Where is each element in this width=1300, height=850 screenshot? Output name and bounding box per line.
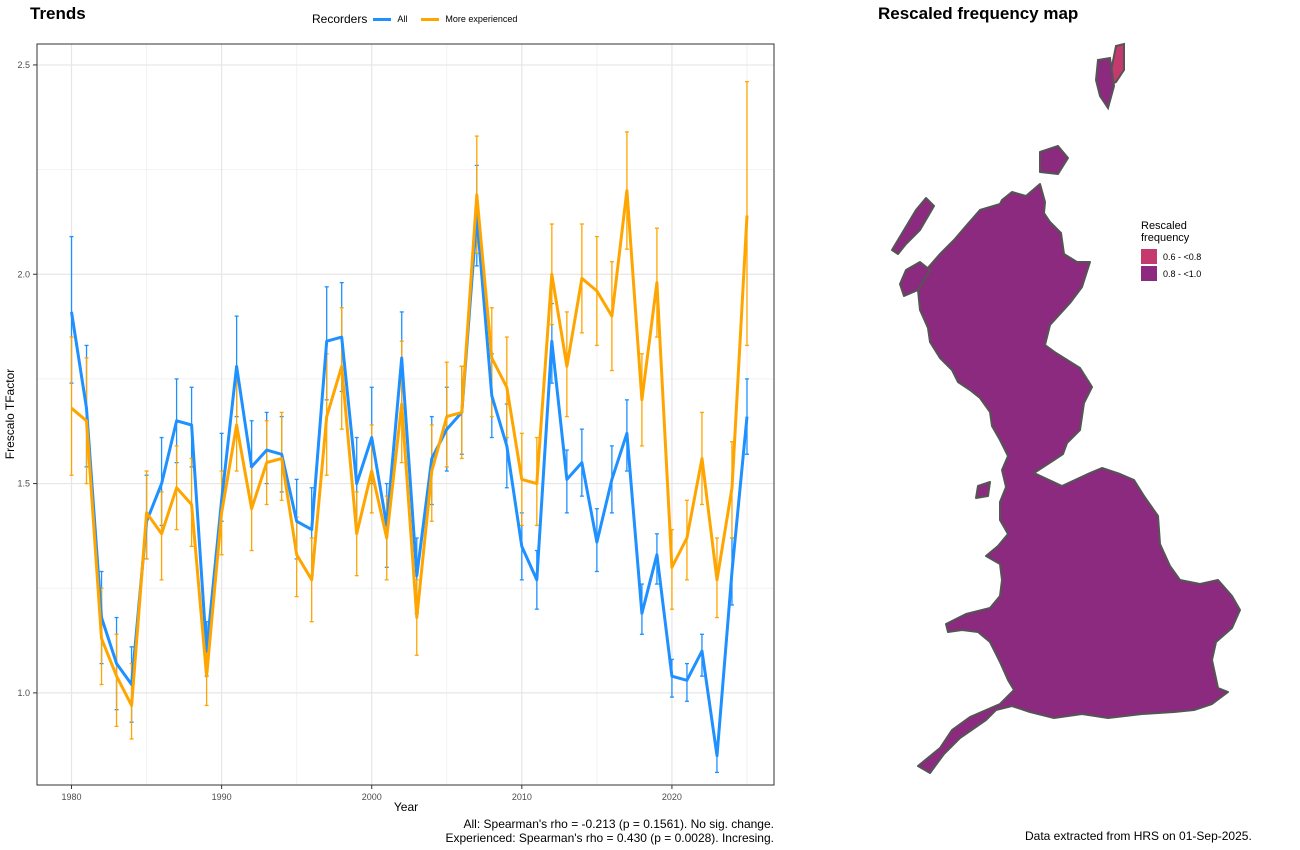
map-legend-swatch bbox=[1141, 266, 1157, 281]
shetland-south bbox=[1094, 56, 1116, 111]
series-line-experienced bbox=[70, 189, 749, 707]
outer-hebrides bbox=[891, 197, 935, 255]
skye bbox=[899, 261, 931, 297]
x-axis-label: Year bbox=[394, 800, 418, 814]
stats-line-all: All: Spearman's rho = -0.213 (p = 0.1561… bbox=[463, 817, 774, 831]
map-legend-swatch bbox=[1141, 249, 1157, 264]
gb-mainland bbox=[917, 183, 1241, 774]
map-title: Rescaled frequency map bbox=[878, 4, 1079, 23]
x-tick-label: 2020 bbox=[662, 792, 682, 802]
series-lines bbox=[70, 189, 749, 758]
legend-title: Recorders bbox=[312, 12, 368, 26]
map-legend: Rescaled frequency 0.6 - <0.8 0.8 - <1.0 bbox=[1141, 220, 1201, 282]
stats-line-experienced: Experienced: Spearman's rho = 0.430 (p =… bbox=[445, 831, 775, 845]
y-axis-label: Frescalo TFactor bbox=[3, 369, 17, 459]
x-tick-label: 1980 bbox=[62, 792, 82, 802]
y-tick-label: 1.0 bbox=[17, 688, 30, 698]
error-bars bbox=[69, 81, 749, 774]
chart-legend: Recorders All More experienced bbox=[312, 12, 517, 26]
y-tick-label: 2.5 bbox=[17, 60, 30, 70]
shetland-islands bbox=[1094, 42, 1125, 111]
gb-map bbox=[891, 145, 1241, 774]
spearman-stats: All: Spearman's rho = -0.213 (p = 0.1561… bbox=[446, 817, 775, 845]
x-tick-label: 2000 bbox=[362, 792, 382, 802]
data-source-note: Data extracted from HRS on 01-Sep-2025. bbox=[1025, 829, 1252, 843]
isle-of-man bbox=[975, 481, 991, 499]
axis-ticks: 1.0 1.5 2.0 2.5 1980 1990 2000 2010 2020 bbox=[17, 60, 681, 802]
legend-swatch-all bbox=[373, 17, 392, 21]
x-tick-label: 2010 bbox=[512, 792, 532, 802]
plot-panel-border bbox=[36, 43, 775, 786]
legend-label-all: All bbox=[397, 14, 408, 24]
y-tick-label: 2.0 bbox=[17, 269, 30, 279]
map-legend-item: 0.8 - <1.0 bbox=[1141, 265, 1201, 282]
legend-swatch-experienced bbox=[421, 17, 440, 21]
x-tick-label: 1990 bbox=[212, 792, 232, 802]
legend-label-experienced: More experienced bbox=[445, 14, 518, 24]
map-legend-item: 0.6 - <0.8 bbox=[1141, 248, 1201, 265]
orkney bbox=[1039, 145, 1069, 175]
series-line-all bbox=[70, 214, 749, 758]
trends-title: Trends bbox=[30, 4, 86, 23]
map-legend-title: Rescaled frequency bbox=[1141, 220, 1190, 244]
y-tick-label: 1.5 bbox=[17, 479, 30, 489]
